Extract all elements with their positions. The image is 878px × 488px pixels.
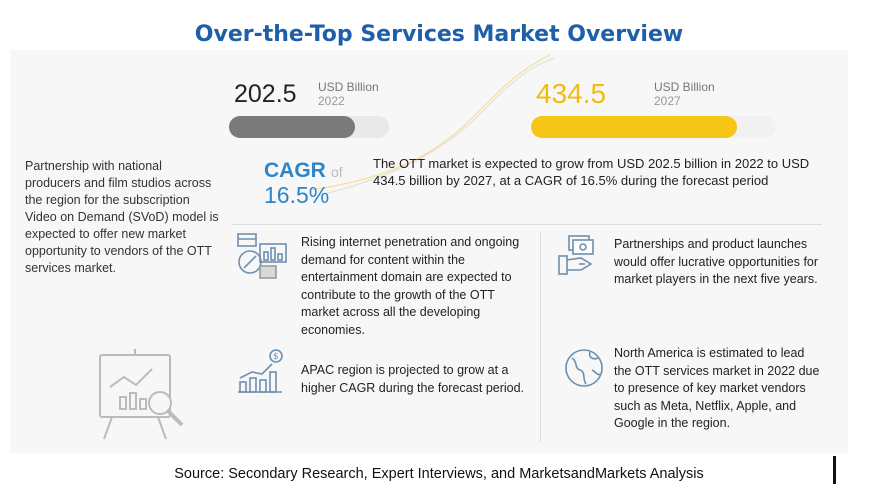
market-bar-2027: [531, 116, 737, 138]
market-unit-2027: USD Billion 2027: [654, 80, 715, 108]
driver-north-america: North America is estimated to lead the O…: [614, 346, 820, 430]
cagr-of: of: [331, 164, 343, 180]
page-title: Over-the-Top Services Market Overview: [194, 22, 684, 47]
market-bar-2022: [229, 116, 355, 138]
market-value-2027: 434.5: [536, 78, 607, 109]
driver-internet: Rising internet penetration and ongoing …: [301, 235, 520, 337]
globe-icon: [565, 349, 603, 387]
source-caption: Source: Secondary Research, Expert Inter…: [174, 466, 704, 482]
side-note: Partnership with national producers and …: [25, 159, 219, 275]
section-divider: [232, 224, 822, 225]
edge-marker: [833, 456, 836, 484]
cagr-value: 16.5%: [264, 182, 330, 208]
driver-partnerships: Partnerships and product launches would …: [614, 237, 819, 286]
unit-label: USD Billion: [654, 80, 715, 94]
year-label: 2022: [318, 94, 345, 108]
unit-label: USD Billion: [318, 80, 379, 94]
year-label: 2027: [654, 94, 681, 108]
market-unit-2022: USD Billion 2022: [318, 80, 379, 108]
driver-apac: APAC region is projected to grow at a hi…: [301, 363, 525, 395]
growth-chart-dollar-icon: $: [238, 349, 283, 393]
handshake-money-icon: [558, 235, 594, 275]
cagr-description: The OTT market is expected to grow from …: [373, 156, 810, 188]
column-divider: [540, 232, 541, 442]
market-value-2022: 202.5: [234, 80, 297, 108]
internet-analytics-icon: [237, 233, 287, 279]
svg-text:$: $: [273, 352, 279, 362]
background-curve-decoration: [309, 54, 556, 196]
presentation-board-icon: [99, 349, 184, 440]
cagr-label: CAGR: [264, 159, 326, 182]
